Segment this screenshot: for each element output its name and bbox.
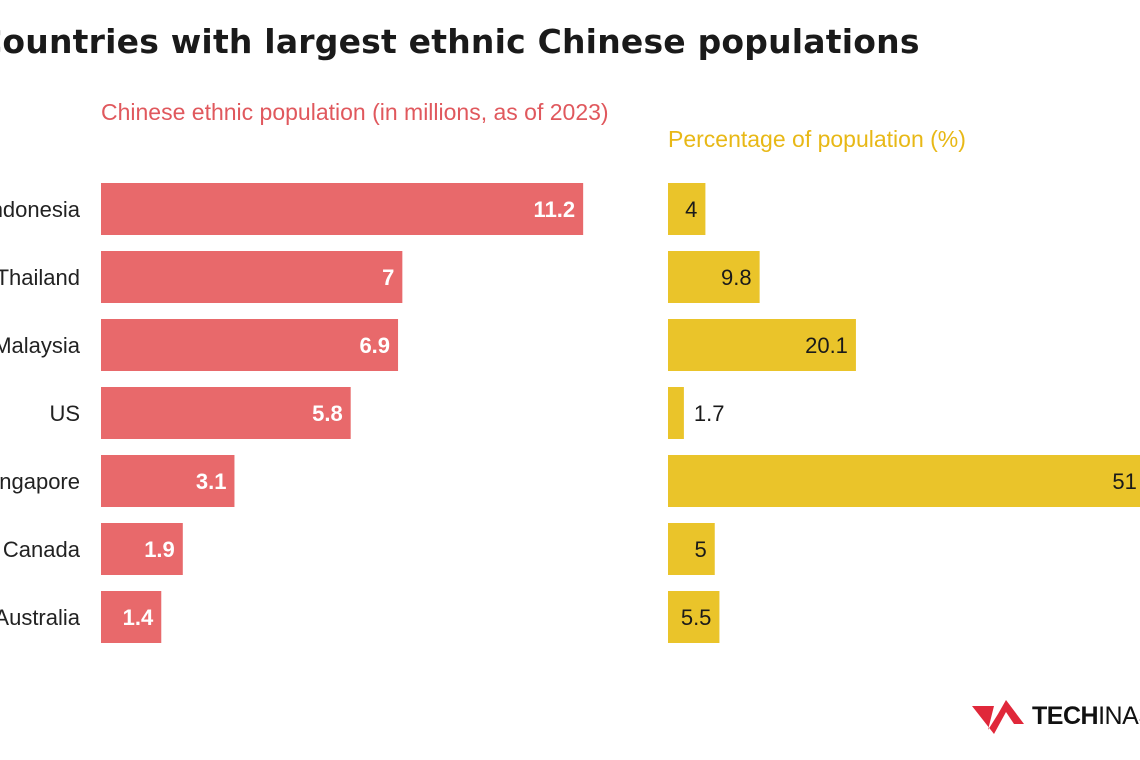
category-label: Indonesia bbox=[0, 197, 81, 222]
value-label-right: 5.5 bbox=[681, 605, 712, 630]
category-label: US bbox=[49, 401, 80, 426]
bar-left bbox=[101, 251, 403, 303]
value-label-right: 4 bbox=[685, 197, 697, 222]
bar-left bbox=[101, 387, 351, 439]
bar-left bbox=[101, 183, 584, 235]
value-label-right: 5 bbox=[695, 537, 707, 562]
bar-right bbox=[668, 319, 856, 371]
value-label-left: 3.1 bbox=[196, 469, 227, 494]
bar-left bbox=[101, 523, 183, 575]
logo-mark-icon bbox=[972, 700, 1024, 734]
value-label-left: 5.8 bbox=[312, 401, 343, 426]
techinasia-logo: TECHINASIA bbox=[970, 696, 1140, 736]
value-label-right: 9.8 bbox=[721, 265, 752, 290]
value-label-left: 1.9 bbox=[144, 537, 175, 562]
value-label-right: 20.1 bbox=[805, 333, 848, 358]
value-label-left: 1.4 bbox=[123, 605, 154, 630]
value-label-left: 6.9 bbox=[359, 333, 390, 358]
bar-left bbox=[101, 455, 235, 507]
bar-right bbox=[668, 251, 760, 303]
category-label: Malaysia bbox=[0, 333, 81, 358]
bar-left bbox=[101, 591, 162, 643]
value-label-left: 11.2 bbox=[534, 197, 576, 222]
logo-text: TECHINASIA bbox=[1032, 701, 1140, 730]
right-panel-subtitle: Percentage of population (%) bbox=[668, 126, 966, 152]
bar-right bbox=[668, 183, 706, 235]
left-panel-subtitle: Chinese ethnic population (in millions, … bbox=[101, 99, 609, 125]
value-label-right: 1.7 bbox=[694, 401, 725, 426]
category-label: Thailand bbox=[0, 265, 80, 290]
bar-right bbox=[668, 387, 684, 439]
bar-right bbox=[668, 591, 720, 643]
category-label: Australia bbox=[0, 605, 81, 630]
category-label: Canada bbox=[3, 537, 81, 562]
bar-right bbox=[668, 455, 1140, 507]
chart-title: Countries with largest ethnic Chinese po… bbox=[0, 22, 920, 61]
category-label: Singapore bbox=[0, 469, 80, 494]
bar-left bbox=[101, 319, 399, 371]
value-label-left: 7 bbox=[382, 265, 394, 290]
value-label-right: 51 bbox=[1112, 469, 1136, 494]
bar-right bbox=[668, 523, 715, 575]
